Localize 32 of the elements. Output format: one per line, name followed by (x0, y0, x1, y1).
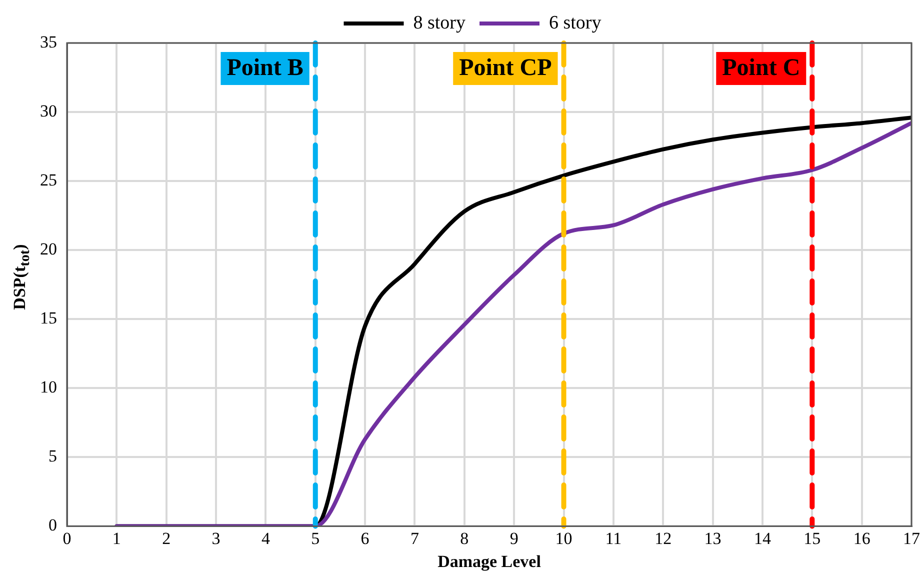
x-tick-label: 15 (804, 528, 821, 548)
y-tick-label: 0 (48, 516, 57, 535)
x-tick-label: 5 (311, 528, 320, 548)
x-axis-title: Damage Level (438, 552, 542, 572)
y-tick-label: 35 (40, 32, 57, 52)
x-tick-label: 17 (903, 528, 920, 548)
y-tick-label: 5 (48, 446, 57, 466)
legend-label: 8 story (413, 12, 466, 34)
y-tick-label: 20 (40, 240, 57, 259)
x-tick-label: 9 (510, 528, 518, 548)
x-tick-label: 10 (555, 528, 572, 548)
x-tick-label: 8 (460, 528, 469, 548)
x-tick-label: 14 (754, 528, 772, 548)
y-tick-label: 15 (40, 308, 57, 328)
x-tick-label: 12 (654, 528, 672, 548)
x-tick-label: 0 (62, 528, 72, 548)
x-tick-label: 13 (704, 528, 722, 548)
ref-line-label: Point C (722, 55, 800, 82)
y-tick-label: 30 (40, 101, 57, 120)
ref-line-label: Point B (226, 55, 304, 82)
legend-label: 6 story (549, 12, 602, 34)
x-tick-label: 6 (360, 528, 370, 548)
x-tick-label: 2 (162, 528, 171, 548)
x-tick-label: 11 (605, 528, 622, 548)
y-tick-label: 10 (40, 378, 57, 397)
x-tick-label: 16 (853, 528, 870, 548)
x-tick-label: 3 (212, 528, 220, 548)
x-tick-label: 1 (112, 528, 121, 548)
y-tick-label: 25 (40, 170, 57, 190)
ref-line-label: Point CP (459, 55, 552, 82)
x-tick-label: 4 (261, 528, 270, 548)
x-tick-label: 7 (410, 528, 420, 548)
